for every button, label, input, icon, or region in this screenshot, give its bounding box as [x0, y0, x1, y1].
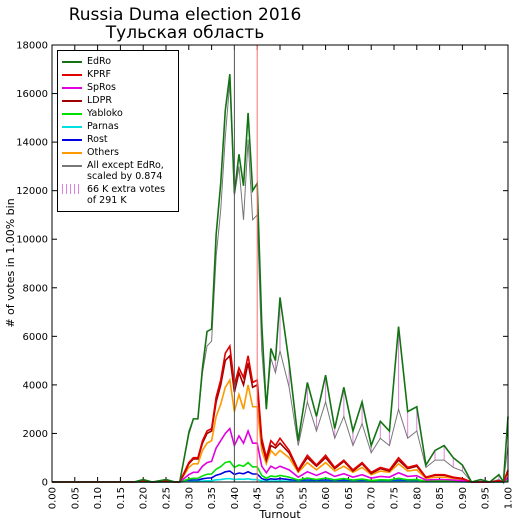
x-tick-label: 0.50	[276, 487, 287, 509]
x-tick-label: 1.00	[504, 487, 515, 509]
legend-entry: All except EdRo, scaled by 0.874	[62, 160, 174, 182]
x-tick-label: 0.45	[253, 487, 264, 509]
x-tick-label: 0.85	[435, 487, 446, 509]
plot-frame	[51, 44, 509, 483]
legend-swatch	[62, 152, 82, 154]
series-line	[52, 460, 509, 483]
x-tick-label: 0.70	[367, 487, 378, 509]
legend-label: All except EdRo, scaled by 0.874	[87, 160, 164, 182]
x-tick-label: 0.25	[162, 487, 173, 509]
legend-swatch	[62, 139, 82, 141]
y-tick-label: 18000	[16, 41, 48, 52]
legend-label: Yabloko	[87, 108, 123, 119]
x-tick-label: 0.90	[458, 487, 469, 509]
legend-label: Rost	[87, 134, 108, 145]
legend-swatch	[62, 126, 82, 128]
x-tick-label: 0.80	[412, 487, 423, 509]
x-tick-label: 0.75	[390, 487, 401, 509]
x-tick-label: 0.95	[481, 487, 492, 509]
series-line	[52, 74, 509, 485]
x-tick-label: 0.10	[93, 487, 104, 509]
series-line	[52, 426, 509, 483]
legend-entry: Rost	[62, 134, 174, 145]
y-tick-label: 2000	[23, 429, 48, 440]
legend-label: KPRF	[87, 69, 112, 80]
chart-title: Russia Duma election 2016	[69, 5, 302, 25]
legend-label: Parnas	[87, 121, 119, 132]
legend-entry: EdRo	[62, 56, 174, 67]
y-tick-label: 4000	[23, 380, 48, 391]
legend-label: SpRos	[87, 82, 116, 93]
legend-swatch	[62, 184, 82, 194]
y-tick-label: 6000	[23, 332, 48, 343]
legend-entry: Parnas	[62, 121, 174, 132]
chart-subtitle: Тульская область	[105, 23, 264, 43]
legend-swatch	[62, 165, 82, 167]
y-axis-label: # of votes in 1.00% bin	[4, 198, 17, 327]
x-tick-label: 0.05	[70, 487, 81, 509]
legend-swatch	[62, 87, 82, 89]
x-tick-label: 0.55	[298, 487, 309, 509]
legend-swatch	[62, 74, 82, 76]
legend-label: LDPR	[87, 95, 112, 106]
y-tick-label: 8000	[23, 283, 48, 294]
legend-entry: KPRF	[62, 69, 174, 80]
legend-entry: Yabloko	[62, 108, 174, 119]
legend: EdRo KPRF SpRos LDPR Yabloko Parnas Rost Others…	[57, 50, 179, 212]
x-tick-label: 0.15	[116, 487, 127, 509]
x-tick-label: 0.00	[48, 487, 59, 509]
series-line	[52, 353, 509, 483]
y-tick-label: 10000	[16, 235, 48, 246]
legend-swatch	[62, 113, 82, 115]
legend-label: EdRo	[87, 56, 112, 67]
legend-label: 66 K extra votes of 291 K	[87, 184, 166, 206]
y-tick-label: 14000	[16, 138, 48, 149]
x-tick-label: 0.35	[207, 487, 218, 509]
legend-entry: Others	[62, 147, 174, 158]
y-tick-label: 16000	[16, 89, 48, 100]
legend-entry: LDPR	[62, 95, 174, 106]
y-tick-label: 0	[42, 478, 48, 489]
x-axis-label: Turnout	[258, 508, 301, 521]
legend-swatch	[62, 100, 82, 102]
x-tick-label: 0.65	[344, 487, 355, 509]
x-tick-label: 0.30	[184, 487, 195, 509]
x-tick-label: 0.20	[139, 487, 150, 509]
legend-entry: 66 K extra votes of 291 K	[62, 184, 174, 206]
x-tick-label: 0.60	[321, 487, 332, 509]
legend-entry: SpRos	[62, 82, 174, 93]
legend-label: Others	[87, 147, 119, 158]
series-line	[52, 343, 509, 483]
y-tick-label: 12000	[16, 186, 48, 197]
legend-swatch	[62, 61, 82, 63]
x-tick-label: 0.40	[230, 487, 241, 509]
